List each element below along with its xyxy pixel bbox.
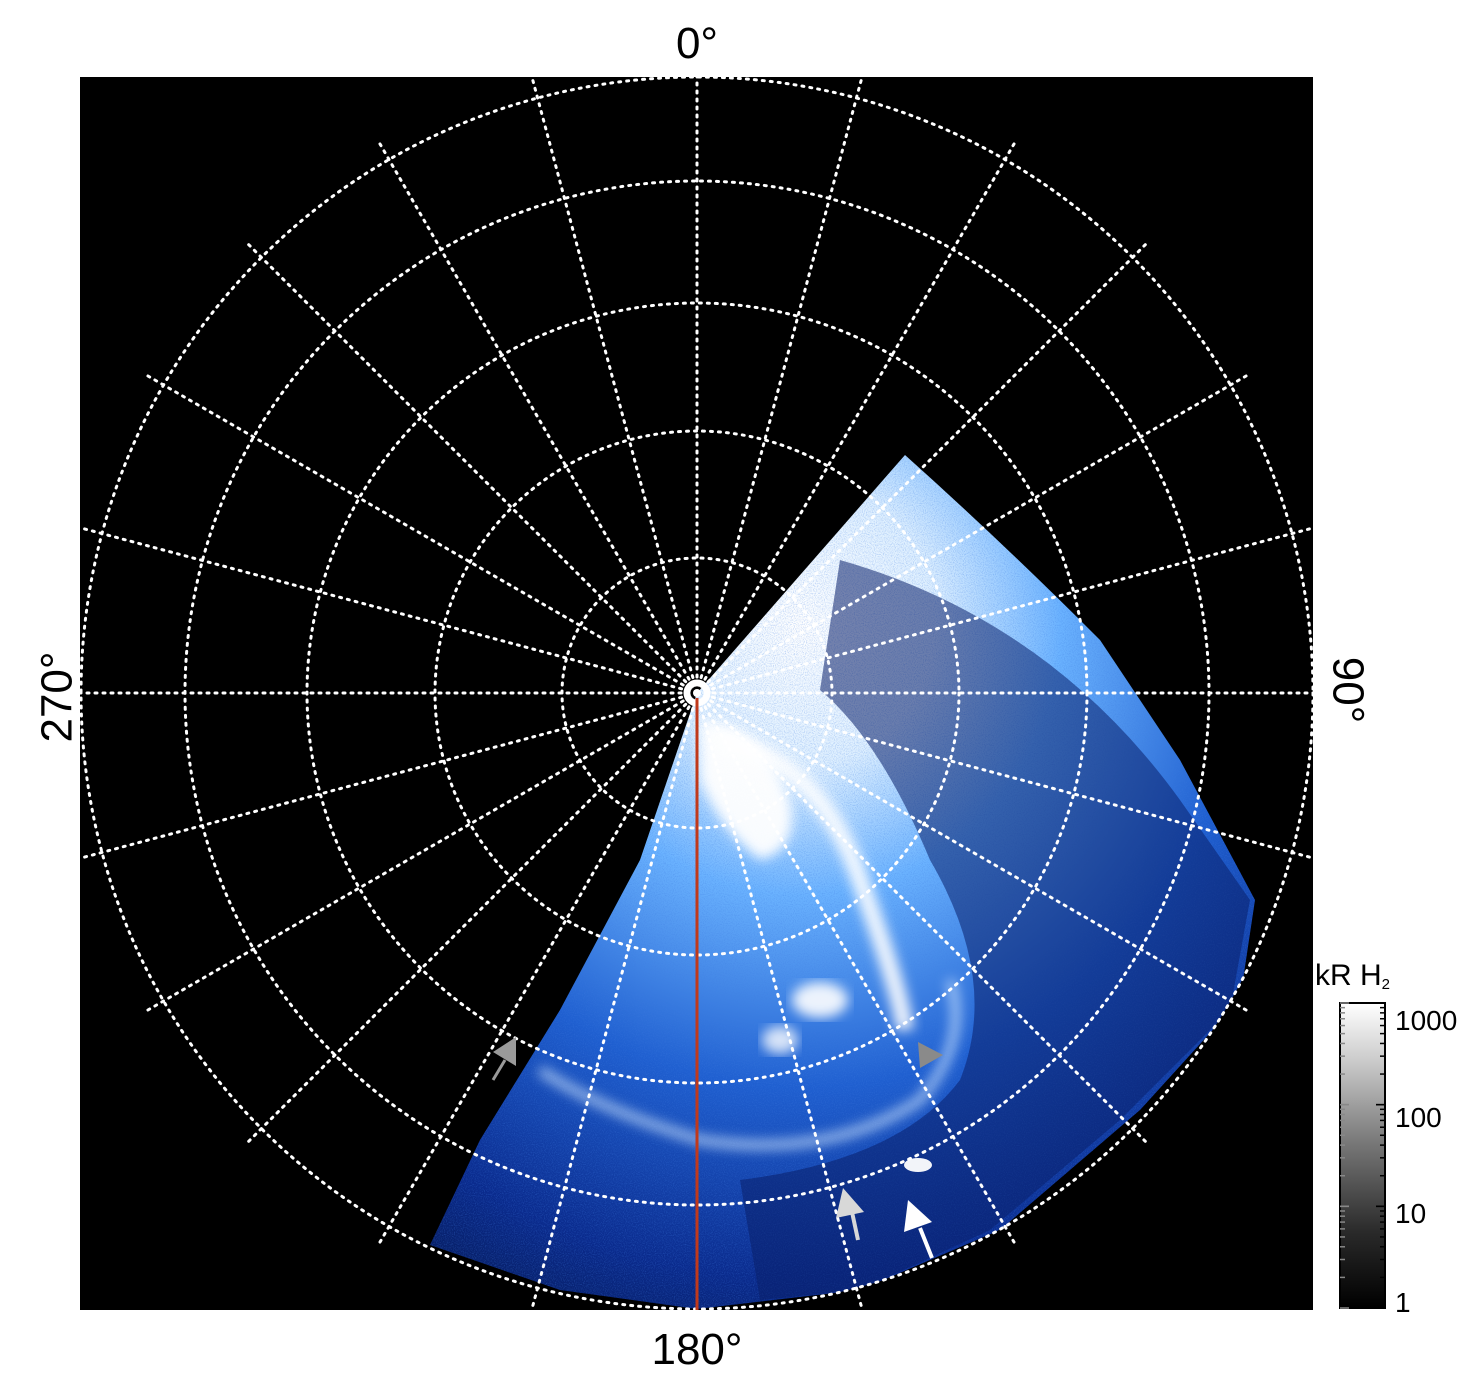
grid-meridian-15 xyxy=(695,77,864,695)
grid-meridian-345 xyxy=(530,77,699,695)
grid-meridian-225 xyxy=(242,691,699,1148)
grid-meridian-330 xyxy=(375,137,699,695)
bright-spot-1 xyxy=(792,982,848,1018)
grid-meridian-300 xyxy=(141,371,699,695)
main-oval-arc xyxy=(718,731,914,1032)
grid-meridian-315 xyxy=(242,238,699,695)
arrow-bottom-right xyxy=(904,1200,934,1259)
grid-meridian-45 xyxy=(695,238,1152,695)
colorbar-tick-label-1: 1 xyxy=(1395,1287,1411,1318)
grid-meridian-75 xyxy=(695,526,1313,695)
grid-meridian-105 xyxy=(695,691,1313,860)
colorbar-tick-label-10: 10 xyxy=(1395,1198,1426,1229)
grid-circle-3 xyxy=(305,301,1089,1085)
colorbar-title: kR H2 xyxy=(1315,959,1390,993)
arrow-left-dim xyxy=(491,1037,516,1081)
colorbar-tick-label-100: 100 xyxy=(1395,1102,1442,1133)
label-270-deg: 270° xyxy=(33,651,82,742)
colorbar-title-main: kR H xyxy=(1315,959,1382,992)
arrow-bottom-mid xyxy=(836,1188,864,1241)
grid-meridian-285 xyxy=(80,526,699,695)
grid-meridian-240 xyxy=(141,691,699,1015)
colorbar-tick-label-1000: 1000 xyxy=(1395,1005,1457,1036)
pole-marker-inner xyxy=(693,689,701,697)
label-0-deg: 0° xyxy=(676,19,718,68)
arrow-right-dim xyxy=(918,1042,943,1068)
grid-meridian-120 xyxy=(695,691,1253,1015)
grid-meridian-30 xyxy=(695,137,1019,695)
inner-bright-region xyxy=(700,720,792,860)
grid-meridian-150 xyxy=(695,691,1019,1249)
colorbar: kR H2 1000 100 10 1 xyxy=(1315,959,1457,1318)
emission-outer-dark xyxy=(740,560,1250,1300)
grid-meridian-165 xyxy=(695,691,864,1310)
grid-meridian-60 xyxy=(695,371,1253,695)
grid-meridian-255 xyxy=(80,691,699,860)
label-180-deg: 180° xyxy=(651,1325,742,1374)
grid-meridian-195 xyxy=(530,691,699,1310)
colorbar-title-sub: 2 xyxy=(1382,976,1390,993)
footprint-spot xyxy=(904,1158,932,1172)
colorbar-gradient xyxy=(1339,1002,1386,1309)
label-90-deg: 90° xyxy=(1323,657,1372,724)
outer-oval-arc xyxy=(537,978,961,1150)
colorbar-ticks xyxy=(1340,1002,1385,1309)
grid-meridian-210 xyxy=(375,691,699,1249)
grid-meridian-135 xyxy=(695,691,1152,1148)
